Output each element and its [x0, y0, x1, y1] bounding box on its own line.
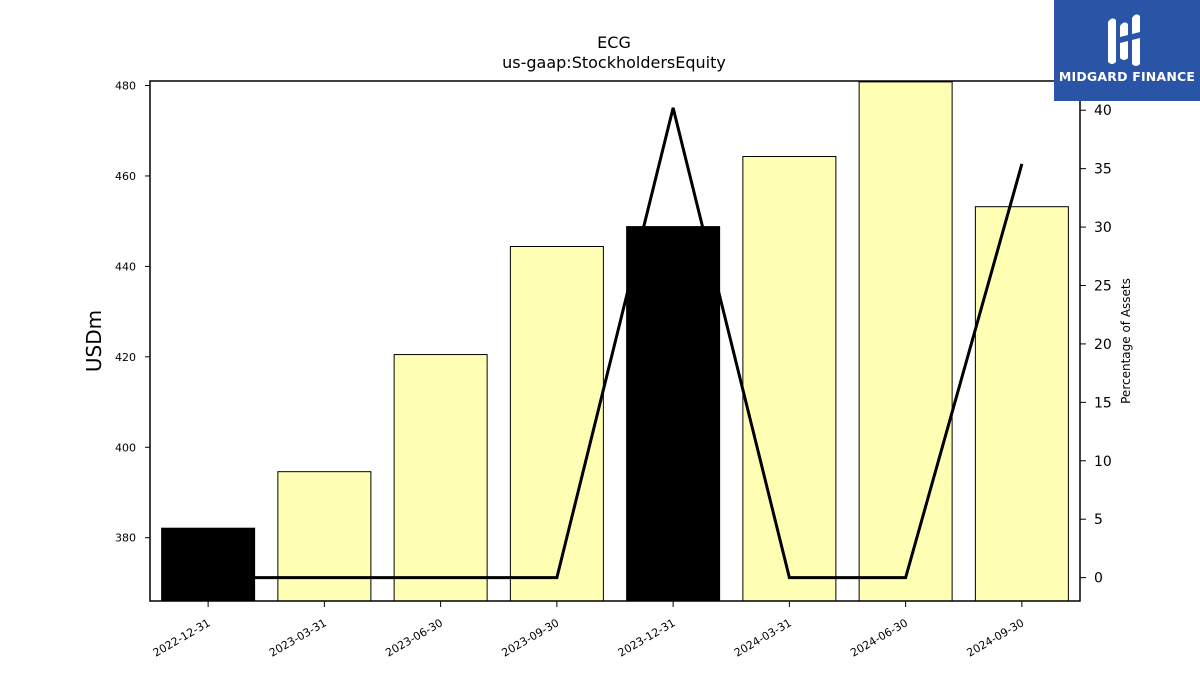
line-layer	[208, 107, 1024, 580]
bar-2023-12-31	[626, 226, 721, 602]
x-tick-label-2023-09-30: 2023-09-30	[500, 616, 562, 659]
bar-2023-09-30	[509, 245, 604, 602]
y-tick-label-460: 460	[115, 170, 136, 183]
logo-name: MIDGARD FINANCE	[1058, 69, 1196, 84]
bar-2024-09-30	[974, 206, 1069, 602]
y2-tick-label-30: 30	[1094, 220, 1112, 236]
y2-tick-label-20: 20	[1094, 337, 1112, 353]
x-axis: 2022-12-31 2023-03-31 2023-06-30 2023-09-30…	[151, 601, 1027, 660]
plot-frame	[149, 80, 1081, 602]
chart-title: ECG	[597, 33, 631, 52]
midgard-finance-logo: MIDGARD FINANCE	[1054, 0, 1200, 101]
x-tick-label-2024-03-31: 2024-03-31	[732, 616, 794, 659]
y2-tick-label-15: 15	[1094, 395, 1112, 411]
x-tick-label-2023-12-31: 2023-12-31	[616, 616, 678, 659]
bar-2023-03-31	[277, 471, 372, 602]
x-tick-label-2024-09-30: 2024-09-30	[965, 616, 1027, 659]
y-axis-right: 0 5 10 15 20 25 30 35 40	[1080, 103, 1112, 587]
y2-axis-label: Percentage of Assets	[1119, 278, 1133, 404]
y2-tick-label-0: 0	[1094, 571, 1103, 587]
percentage-line	[208, 107, 1024, 580]
x-tick-label-2024-06-30: 2024-06-30	[848, 616, 910, 659]
y2-tick-label-40: 40	[1094, 103, 1112, 119]
y-tick-label-420: 420	[115, 351, 136, 364]
y-tick-label-480: 480	[115, 80, 136, 93]
bar-2022-12-31	[161, 527, 256, 602]
y-axis-left: 380 400 420 440 460 480	[115, 80, 150, 545]
x-tick-label-2023-06-30: 2023-06-30	[383, 616, 445, 659]
y2-tick-label-25: 25	[1094, 278, 1112, 294]
bar-2023-06-30	[393, 354, 488, 602]
x-tick-label-2022-12-31: 2022-12-31	[151, 616, 213, 659]
bar-2024-06-30	[858, 81, 953, 602]
y-tick-label-380: 380	[115, 532, 136, 545]
y2-tick-label-5: 5	[1094, 512, 1103, 528]
chart-subtitle: us-gaap:StockholdersEquity	[502, 53, 726, 72]
midgard-finance-logo-icon	[1108, 14, 1140, 66]
y2-tick-label-10: 10	[1094, 454, 1112, 470]
x-tick-label-2023-03-31: 2023-03-31	[267, 616, 329, 659]
y-tick-label-440: 440	[115, 260, 136, 273]
y-axis-label: USDm	[82, 310, 106, 372]
y2-tick-label-35: 35	[1094, 162, 1112, 178]
y-tick-label-400: 400	[115, 441, 136, 454]
bar-2024-03-31	[742, 156, 837, 602]
